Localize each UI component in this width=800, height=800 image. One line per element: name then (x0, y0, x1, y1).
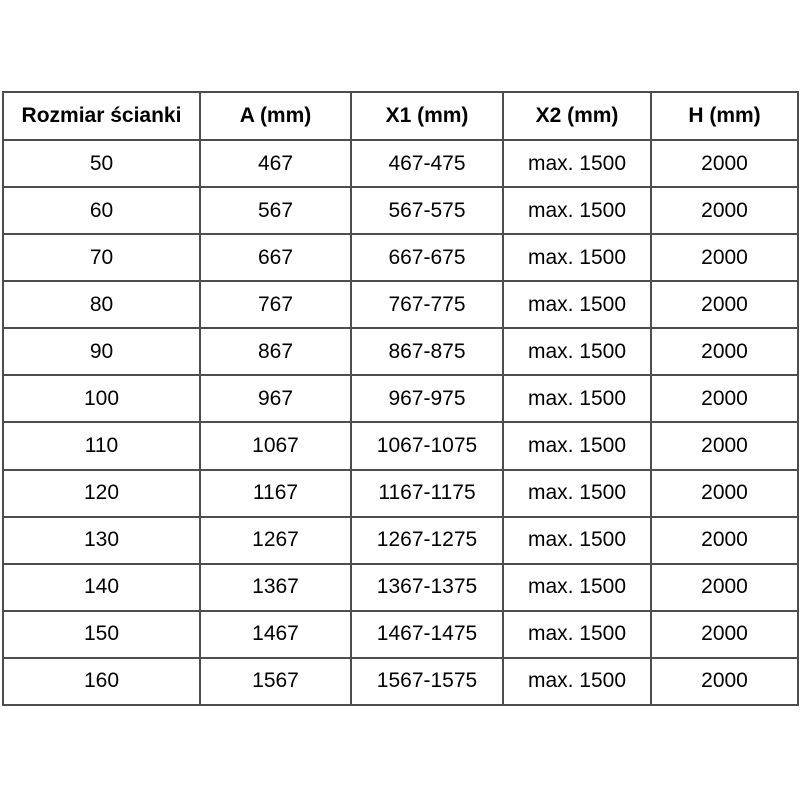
cell-h: 2000 (650, 609, 799, 659)
table-row: 120 1167 1167-1175 max. 1500 2000 (2, 468, 799, 518)
table-row: 160 1567 1567-1575 max. 1500 2000 (2, 656, 799, 707)
column-header-x2: X2 (mm) (502, 91, 652, 141)
table-row: 100 967 967-975 max. 1500 2000 (2, 374, 799, 424)
cell-size: 50 (2, 138, 201, 189)
column-header-a: A (mm) (199, 91, 352, 141)
cell-a: 1467 (199, 609, 352, 659)
cell-x1: 1367-1375 (350, 562, 504, 612)
table-row: 50 467 467-475 max. 1500 2000 (2, 138, 799, 189)
cell-a: 467 (199, 138, 352, 189)
table-row: 80 767 767-775 max. 1500 2000 (2, 280, 799, 330)
cell-h: 2000 (650, 562, 799, 612)
cell-h: 2000 (650, 421, 799, 471)
cell-x2: max. 1500 (502, 421, 652, 471)
cell-x1: 667-675 (350, 233, 504, 283)
header-row: Rozmiar ścianki A (mm) X1 (mm) X2 (mm) H… (2, 91, 799, 141)
cell-h: 2000 (650, 327, 799, 377)
cell-x2: max. 1500 (502, 468, 652, 518)
cell-h: 2000 (650, 515, 799, 565)
cell-x1: 1167-1175 (350, 468, 504, 518)
table-row: 70 667 667-675 max. 1500 2000 (2, 233, 799, 283)
cell-x1: 1467-1475 (350, 609, 504, 659)
cell-h: 2000 (650, 138, 799, 189)
cell-a: 1267 (199, 515, 352, 565)
cell-x1: 1567-1575 (350, 656, 504, 707)
cell-size: 70 (2, 233, 201, 283)
cell-x1: 967-975 (350, 374, 504, 424)
cell-size: 80 (2, 280, 201, 330)
cell-h: 2000 (650, 468, 799, 518)
table-row: 60 567 567-575 max. 1500 2000 (2, 186, 799, 236)
cell-a: 867 (199, 327, 352, 377)
cell-x2: max. 1500 (502, 138, 652, 189)
cell-a: 567 (199, 186, 352, 236)
cell-x2: max. 1500 (502, 280, 652, 330)
cell-size: 110 (2, 421, 201, 471)
table-row: 110 1067 1067-1075 max. 1500 2000 (2, 421, 799, 471)
cell-x1: 467-475 (350, 138, 504, 189)
cell-h: 2000 (650, 280, 799, 330)
cell-size: 60 (2, 186, 201, 236)
cell-a: 1367 (199, 562, 352, 612)
cell-h: 2000 (650, 374, 799, 424)
cell-size: 90 (2, 327, 201, 377)
cell-size: 130 (2, 515, 201, 565)
table-row: 150 1467 1467-1475 max. 1500 2000 (2, 609, 799, 659)
column-header-x1: X1 (mm) (350, 91, 504, 141)
cell-size: 120 (2, 468, 201, 518)
cell-x2: max. 1500 (502, 327, 652, 377)
cell-a: 667 (199, 233, 352, 283)
wall-size-spec-table: Rozmiar ścianki A (mm) X1 (mm) X2 (mm) H… (2, 91, 799, 707)
cell-x2: max. 1500 (502, 515, 652, 565)
cell-size: 160 (2, 656, 201, 707)
cell-x1: 1067-1075 (350, 421, 504, 471)
cell-h: 2000 (650, 186, 799, 236)
cell-a: 1567 (199, 656, 352, 707)
cell-h: 2000 (650, 656, 799, 707)
table-row: 90 867 867-875 max. 1500 2000 (2, 327, 799, 377)
cell-x1: 767-775 (350, 280, 504, 330)
cell-size: 100 (2, 374, 201, 424)
cell-a: 767 (199, 280, 352, 330)
cell-x2: max. 1500 (502, 656, 652, 707)
cell-size: 140 (2, 562, 201, 612)
cell-a: 1167 (199, 468, 352, 518)
cell-size: 150 (2, 609, 201, 659)
cell-h: 2000 (650, 233, 799, 283)
cell-x2: max. 1500 (502, 562, 652, 612)
column-header-h: H (mm) (650, 91, 799, 141)
cell-x2: max. 1500 (502, 374, 652, 424)
cell-a: 1067 (199, 421, 352, 471)
cell-x1: 567-575 (350, 186, 504, 236)
cell-x2: max. 1500 (502, 186, 652, 236)
cell-x1: 867-875 (350, 327, 504, 377)
cell-x2: max. 1500 (502, 609, 652, 659)
column-header-size: Rozmiar ścianki (2, 91, 201, 141)
cell-a: 967 (199, 374, 352, 424)
table-row: 140 1367 1367-1375 max. 1500 2000 (2, 562, 799, 612)
table-row: 130 1267 1267-1275 max. 1500 2000 (2, 515, 799, 565)
cell-x2: max. 1500 (502, 233, 652, 283)
cell-x1: 1267-1275 (350, 515, 504, 565)
